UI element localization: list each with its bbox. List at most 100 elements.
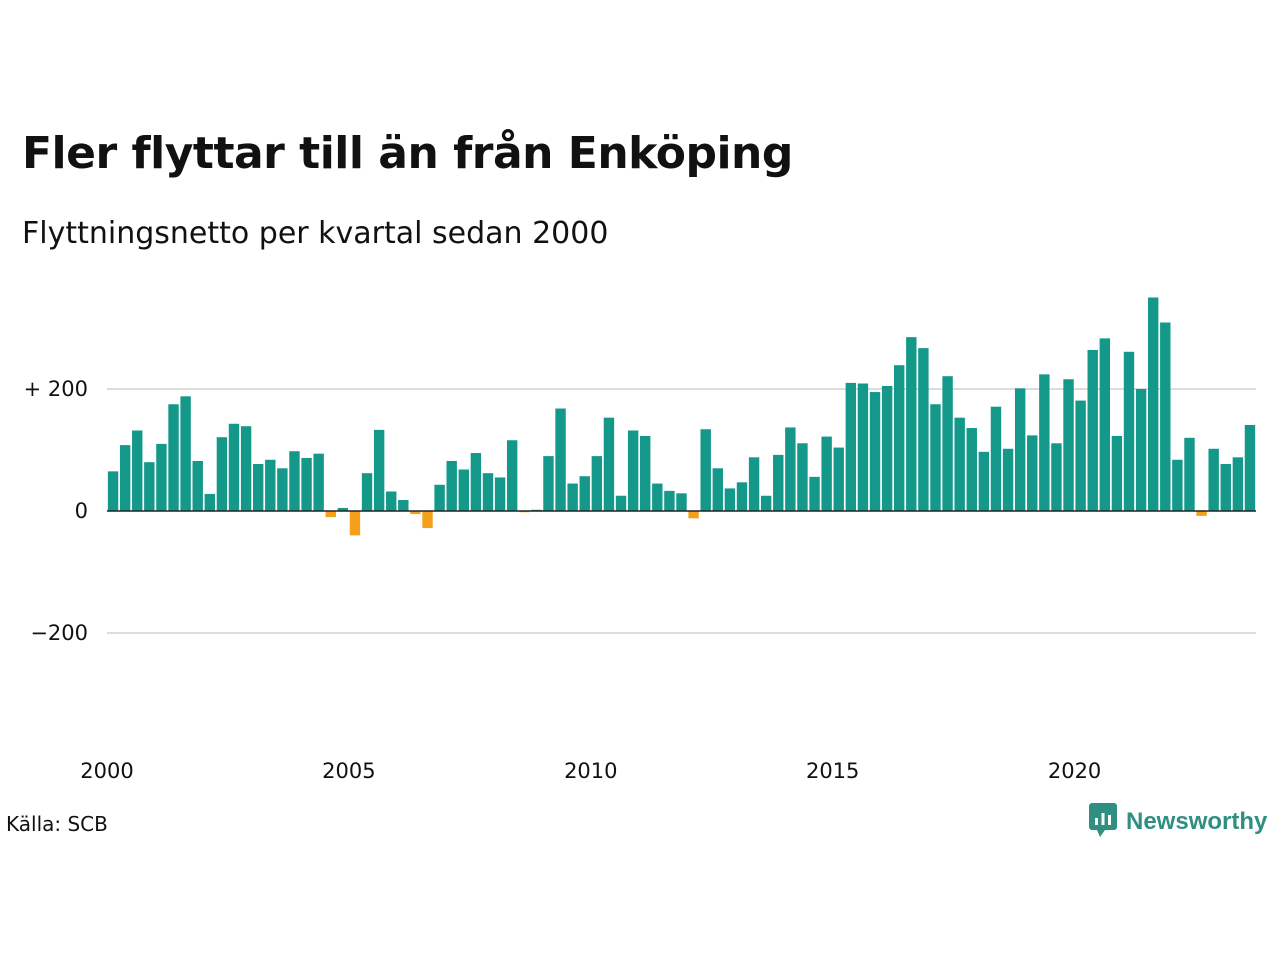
bar: [1184, 437, 1195, 511]
bar: [422, 511, 433, 529]
chart-subtitle: Flyttningsnetto per kvartal sedan 2000: [22, 216, 609, 251]
bar: [555, 408, 566, 511]
brand-logo[interactable]: Newsworthy: [1088, 802, 1267, 842]
bar: [1027, 435, 1038, 511]
bar: [265, 459, 276, 511]
x-tick-label: 2005: [322, 759, 375, 783]
bar: [857, 383, 869, 511]
bar: [325, 511, 336, 518]
y-tick-label: 0: [75, 499, 88, 523]
bar: [1063, 379, 1074, 511]
bar: [869, 392, 881, 511]
bar: [446, 460, 457, 511]
bar: [894, 365, 905, 511]
bar: [809, 476, 820, 511]
bar: [410, 511, 421, 515]
bar: [119, 445, 131, 511]
x-tick-label: 2020: [1048, 759, 1101, 783]
bar: [228, 423, 240, 511]
bar: [107, 471, 119, 511]
bar: [1051, 443, 1062, 511]
bar: [543, 456, 554, 511]
bar: [1196, 511, 1207, 516]
bar: [482, 473, 494, 511]
bar: [277, 468, 288, 511]
bar: [132, 430, 143, 511]
bar: [676, 493, 687, 511]
bar: [470, 453, 482, 511]
bar: [688, 511, 699, 519]
y-tick-label: + 200: [24, 377, 88, 401]
bar: [434, 484, 445, 511]
bar: [954, 417, 965, 511]
brand-name: Newsworthy: [1126, 808, 1268, 835]
bar: [349, 511, 361, 536]
bar: [640, 435, 651, 511]
bar: [567, 483, 578, 511]
bar-chart: + 200 0 −200 2000 2005 2010 2015 2020: [24, 297, 1256, 783]
bar: [289, 451, 300, 511]
bar: [301, 457, 312, 511]
bar: [1172, 459, 1183, 511]
bar: [1220, 464, 1231, 511]
labels-layer: + 200 0 −200 2000 2005 2010 2015 2020: [24, 377, 1102, 783]
bar: [373, 429, 385, 511]
bar: [168, 404, 179, 511]
bar: [591, 456, 603, 511]
bar: [252, 464, 264, 511]
bar: [180, 396, 191, 511]
newsworthy-logo-icon: [1088, 802, 1118, 842]
bar: [736, 482, 748, 511]
bar: [760, 495, 772, 511]
bar: [506, 440, 518, 511]
bar: [1244, 424, 1256, 511]
bar: [337, 507, 349, 511]
x-tick-label: 2015: [806, 759, 859, 783]
bar: [785, 427, 796, 511]
x-tick-label: 2000: [80, 759, 133, 783]
bar: [942, 376, 953, 511]
bar: [773, 454, 784, 511]
bar: [1014, 388, 1026, 511]
bar: [881, 385, 893, 511]
bar: [1208, 448, 1219, 511]
bar: [1099, 338, 1111, 511]
chart-title: Fler flyttar till än från Enköping: [22, 128, 793, 179]
bar: [313, 453, 324, 511]
bar: [712, 468, 723, 511]
bar: [700, 429, 711, 511]
bar: [1123, 351, 1135, 511]
bar: [386, 491, 397, 511]
bar: [966, 428, 977, 511]
bar: [494, 477, 506, 511]
bar: [821, 436, 832, 511]
bars-layer: [107, 297, 1256, 536]
bar: [192, 460, 203, 511]
bar: [1087, 349, 1098, 511]
bar: [361, 473, 373, 511]
bar: [797, 443, 808, 511]
bar: [1135, 389, 1147, 511]
bar: [724, 488, 736, 511]
bar: [930, 404, 941, 511]
bar: [579, 476, 590, 511]
bar: [990, 406, 1002, 511]
bar: [978, 451, 990, 511]
bar: [918, 348, 929, 511]
bar: [627, 430, 639, 511]
bar: [1039, 374, 1050, 511]
bar: [845, 382, 857, 511]
bar: [458, 469, 469, 511]
bar: [664, 490, 675, 511]
bar: [1232, 457, 1244, 511]
y-tick-label: −200: [30, 621, 88, 645]
source-note: Källa: SCB: [6, 812, 108, 836]
bar: [398, 500, 409, 511]
bar: [1147, 297, 1159, 511]
bar: [240, 426, 252, 511]
bar: [204, 493, 215, 511]
bar: [1002, 448, 1014, 511]
bar: [652, 483, 663, 511]
bar: [833, 447, 844, 511]
bar: [906, 337, 917, 511]
